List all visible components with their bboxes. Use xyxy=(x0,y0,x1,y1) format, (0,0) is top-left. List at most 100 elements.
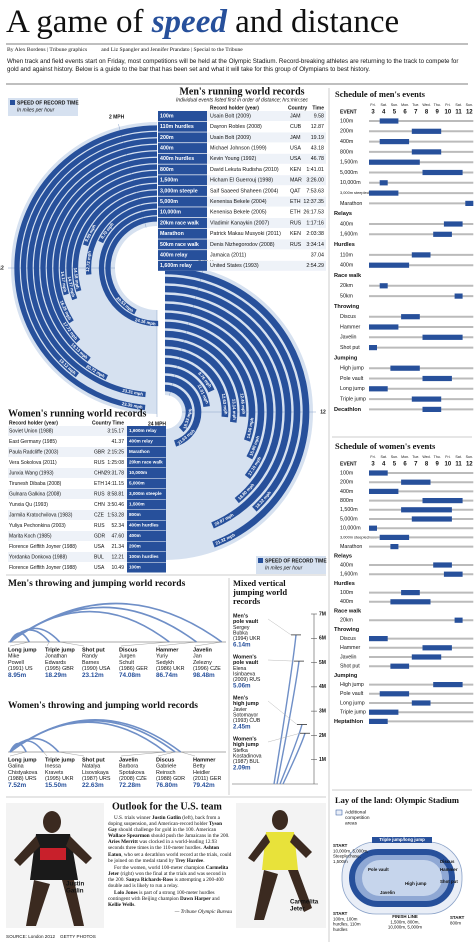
record-time: 14:11.15 xyxy=(105,481,124,487)
title-part: A game of xyxy=(6,4,144,40)
country: CHN xyxy=(94,470,105,476)
athlete-name: Stefka xyxy=(233,748,248,754)
section-title: Women's throwing and jumping world recor… xyxy=(8,701,198,711)
section-title: records xyxy=(233,596,261,606)
year-country: (1986) GER xyxy=(119,666,148,672)
record-holder: Hicham El Guerrouj (1998) xyxy=(210,178,273,184)
record-time: 12:37.35 xyxy=(303,199,324,205)
speed-arc xyxy=(164,366,210,408)
record-holder: Jarmila Kratochvilova (1983) xyxy=(9,512,73,518)
schedule-bar xyxy=(422,169,463,176)
athlete-name: Mike xyxy=(8,654,19,660)
table-row xyxy=(8,499,166,510)
event-cell xyxy=(127,499,166,510)
stadium-label: START xyxy=(333,843,348,848)
event-name: 400m hurdles xyxy=(160,156,194,162)
record-time: 8:58.81 xyxy=(107,491,124,497)
weekday: Fri. xyxy=(445,103,450,107)
record-time: 21.34 xyxy=(111,544,124,550)
event-name: 400m relay xyxy=(160,253,187,259)
tick-label: 24 MPH xyxy=(148,421,166,427)
event-name: 1,500m xyxy=(340,160,358,166)
event-name: Men's xyxy=(233,695,248,701)
text-run: Dawn Harper xyxy=(180,896,211,903)
event-cell xyxy=(158,260,207,271)
text-run: Lolo Jones xyxy=(114,890,138,897)
legend-label: areas xyxy=(345,820,358,826)
event-name: Triple jump xyxy=(340,710,366,716)
speed-arc xyxy=(164,303,274,480)
weekday: Sun. xyxy=(391,455,398,459)
tick-label: 6M xyxy=(319,636,326,642)
schedule-bar xyxy=(411,396,442,402)
weekday: Fri. xyxy=(370,103,375,107)
schedule-bar xyxy=(411,149,442,155)
schedule-bar xyxy=(422,334,463,340)
event-cell xyxy=(127,562,166,573)
group-heading: Race walk xyxy=(334,608,362,614)
legend-subtitle: In miles per hour xyxy=(17,107,55,113)
distance-label: 72.28m xyxy=(119,782,141,789)
event-name: Javelin xyxy=(119,757,139,763)
record-time: 7:53.63 xyxy=(306,188,324,194)
record-holder: Usain Bolt (2009) xyxy=(210,113,251,119)
event-name: High jump xyxy=(340,682,364,688)
event-cell xyxy=(158,196,207,207)
distance-label: 23.12m xyxy=(82,672,104,679)
record-holder: Marita Koch (1985) xyxy=(9,533,52,539)
tick-label: 2M xyxy=(319,733,326,739)
speed-label: 14.56 mph xyxy=(246,417,255,439)
text-run: . xyxy=(203,857,205,864)
event-name: 1,600m relay xyxy=(160,263,192,269)
table-row xyxy=(8,510,166,520)
speed-arc xyxy=(164,276,301,512)
event-name: Marathon xyxy=(340,201,362,207)
throw-arc xyxy=(9,602,223,643)
event-cell xyxy=(127,531,166,541)
record-holder: Kevin Young (1992) xyxy=(210,156,256,162)
table-row xyxy=(8,552,166,562)
throw-arc xyxy=(9,737,60,753)
group-heading: Heptathlon xyxy=(334,719,364,725)
stadium-label: 1,500m, 800m, xyxy=(390,919,419,924)
event-name: 800m xyxy=(340,149,354,155)
group-heading: Jumping xyxy=(334,355,358,361)
event-cell xyxy=(127,520,166,531)
speed-label: 13.14 mph xyxy=(231,399,237,421)
column-header: Record holder (year) xyxy=(210,105,259,111)
table-row xyxy=(8,426,166,436)
event-name: Long jump xyxy=(340,386,365,392)
athlete-name: Sedykh xyxy=(156,660,174,666)
stadium-label: 800m xyxy=(450,920,461,925)
event-name: Marathon xyxy=(340,544,362,550)
record-time: 2:03:38 xyxy=(306,231,324,237)
speed-label: 12.72 mph xyxy=(85,250,92,272)
country: USA xyxy=(290,146,301,152)
section-title: jumping world xyxy=(232,587,287,597)
athlete-name: Gabriele xyxy=(156,764,176,770)
athlete-name: Edwards xyxy=(45,660,66,666)
schedule-bar xyxy=(411,128,442,134)
year-country: (1996) CZE xyxy=(193,666,221,672)
speed-arc xyxy=(98,209,159,327)
event-cell xyxy=(158,132,207,143)
column-header: Country xyxy=(288,105,307,111)
record-time: 2:54.29 xyxy=(306,263,324,269)
leader xyxy=(9,751,27,757)
group-heading: Relays xyxy=(334,553,352,559)
table-row xyxy=(8,447,166,457)
table-row xyxy=(8,541,166,552)
country: RUS xyxy=(94,491,105,497)
record-holder: Saif Saaeed Shaheen (2004) xyxy=(210,188,279,194)
stadium-label: hurdles xyxy=(333,927,348,932)
country: USA xyxy=(94,544,105,550)
event-name: Discus xyxy=(340,314,356,320)
schedule-bar xyxy=(369,345,377,351)
event-name: 50km xyxy=(340,294,354,300)
event-cell xyxy=(127,510,166,520)
schedule-bar xyxy=(422,375,452,382)
event-cell xyxy=(158,164,207,175)
speed-arc xyxy=(20,131,158,378)
